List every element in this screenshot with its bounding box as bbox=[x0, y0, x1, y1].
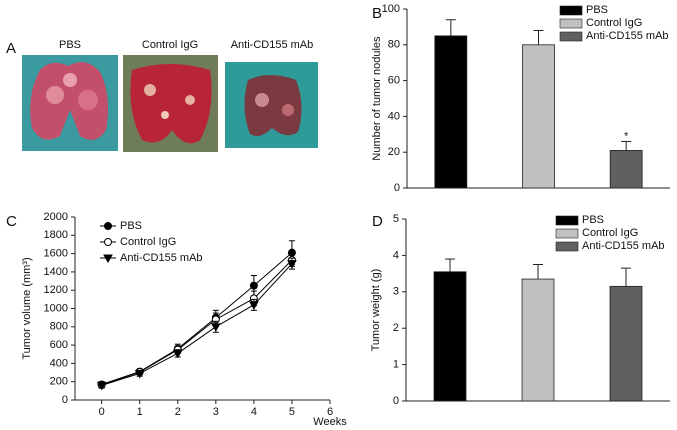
y-tick-label: 600 bbox=[50, 339, 68, 351]
y-axis-label: Tumor volume (mm³) bbox=[21, 257, 33, 359]
y-tick-label: 60 bbox=[388, 75, 400, 87]
photo bbox=[22, 55, 118, 151]
legend-swatch bbox=[555, 215, 579, 226]
legend-label: Control IgG bbox=[120, 236, 176, 248]
legend-label: Anti-CD155 mAb bbox=[120, 252, 203, 264]
bar bbox=[522, 44, 555, 189]
y-tick-label: 1800 bbox=[44, 229, 68, 241]
y-tick-label: 1200 bbox=[44, 284, 68, 296]
y-tick-label: 4 bbox=[393, 249, 399, 261]
x-tick-label: 0 bbox=[99, 406, 105, 418]
bar bbox=[521, 278, 555, 402]
y-tick-label: 2000 bbox=[44, 211, 68, 223]
image-label: PBS bbox=[59, 39, 81, 51]
line bbox=[101, 252, 293, 385]
image-label: Control IgG bbox=[142, 39, 198, 51]
x-tick-label: 5 bbox=[289, 406, 295, 418]
x-tick-label: 2 bbox=[175, 406, 181, 418]
photo bbox=[225, 62, 318, 148]
line bbox=[101, 259, 293, 386]
bar bbox=[609, 285, 643, 402]
legend-label: PBS bbox=[582, 214, 604, 226]
y-tick-label: 0 bbox=[62, 394, 68, 406]
y-tick-label: 100 bbox=[382, 3, 400, 15]
legend-marker bbox=[104, 238, 112, 246]
bar bbox=[433, 271, 467, 402]
legend-label: Anti-CD155 mAb bbox=[586, 30, 669, 42]
legend-label: PBS bbox=[120, 220, 142, 232]
y-tick-label: 2 bbox=[393, 322, 399, 334]
panel-label: D bbox=[372, 213, 383, 230]
panel-label: A bbox=[6, 40, 16, 57]
marker bbox=[134, 369, 145, 379]
y-tick-label: 1600 bbox=[44, 248, 68, 260]
y-tick-label: 200 bbox=[50, 376, 68, 388]
panel-label: C bbox=[6, 213, 17, 230]
legend-label: Control IgG bbox=[586, 17, 642, 29]
x-tick-label: 3 bbox=[213, 406, 219, 418]
marker bbox=[96, 381, 107, 391]
image-label: Anti-CD155 mAb bbox=[231, 39, 314, 51]
y-tick-label: 0 bbox=[393, 395, 399, 407]
y-tick-label: 40 bbox=[388, 110, 400, 122]
marker bbox=[249, 301, 259, 310]
y-tick-label: 1 bbox=[393, 359, 399, 371]
line bbox=[101, 263, 293, 386]
x-tick-label: 1 bbox=[137, 406, 143, 418]
y-tick-label: 1400 bbox=[44, 266, 68, 278]
bar bbox=[609, 150, 643, 189]
legend-label: Control IgG bbox=[582, 227, 638, 239]
legend-swatch bbox=[559, 5, 583, 16]
y-tick-label: 80 bbox=[388, 39, 400, 51]
legend-label: Anti-CD155 mAb bbox=[582, 240, 665, 252]
panel-label: B bbox=[372, 5, 382, 22]
x-tick-label: 4 bbox=[251, 406, 257, 418]
marker bbox=[172, 349, 183, 359]
y-tick-label: 0 bbox=[394, 182, 400, 194]
legend-marker bbox=[104, 222, 112, 230]
marker bbox=[210, 323, 221, 332]
legend-marker bbox=[103, 254, 113, 264]
y-tick-label: 5 bbox=[393, 213, 399, 225]
bar bbox=[434, 35, 468, 189]
y-tick-label: 3 bbox=[393, 286, 399, 298]
legend-label: PBS bbox=[586, 4, 608, 16]
marker bbox=[287, 260, 297, 269]
y-tick-label: 1000 bbox=[44, 302, 68, 314]
y-tick-label: 400 bbox=[50, 357, 68, 369]
legend-swatch bbox=[555, 241, 579, 252]
marker bbox=[249, 281, 258, 290]
photo bbox=[123, 55, 218, 152]
y-tick-label: 20 bbox=[388, 146, 400, 158]
legend-swatch bbox=[559, 31, 583, 42]
legend-swatch bbox=[559, 18, 583, 29]
y-axis-label: Tumor weight (g) bbox=[370, 269, 382, 352]
annotation: * bbox=[624, 130, 629, 142]
x-tick-label: 6 bbox=[327, 406, 333, 418]
y-tick-label: 800 bbox=[50, 321, 68, 333]
x-axis-label: Weeks bbox=[313, 416, 347, 428]
legend-swatch bbox=[555, 228, 579, 239]
y-axis-label: Number of tumor nodules bbox=[371, 36, 383, 161]
